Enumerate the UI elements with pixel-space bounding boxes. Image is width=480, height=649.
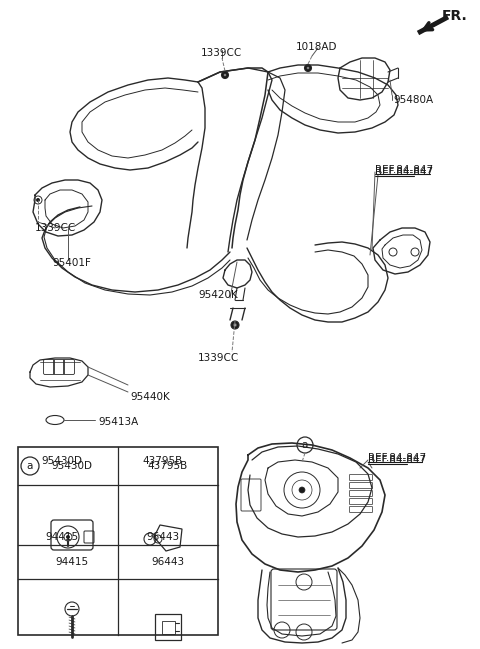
Text: 95401F: 95401F <box>53 258 91 268</box>
Text: 95440K: 95440K <box>130 392 170 402</box>
Text: 1339CC: 1339CC <box>200 48 241 58</box>
Text: 94415: 94415 <box>46 532 79 542</box>
Text: REF.84-847: REF.84-847 <box>368 455 426 465</box>
Circle shape <box>224 73 227 77</box>
Text: 43795B: 43795B <box>148 461 188 471</box>
Text: 43795B: 43795B <box>143 456 183 466</box>
Text: 96443: 96443 <box>146 532 180 542</box>
Circle shape <box>299 487 305 493</box>
Circle shape <box>307 66 310 69</box>
Text: FR.: FR. <box>442 9 468 23</box>
Text: 94415: 94415 <box>55 557 89 567</box>
Text: 95420K: 95420K <box>198 290 238 300</box>
Text: 95430D: 95430D <box>41 456 83 466</box>
Text: 1018AD: 1018AD <box>296 42 338 52</box>
Text: REF.84-847: REF.84-847 <box>375 165 433 175</box>
Circle shape <box>304 64 312 71</box>
Bar <box>18 447 218 635</box>
Circle shape <box>67 535 70 539</box>
Circle shape <box>233 323 237 327</box>
Text: 1339CC: 1339CC <box>35 223 76 233</box>
Circle shape <box>221 71 228 79</box>
Text: 95430D: 95430D <box>51 461 93 471</box>
Text: a: a <box>27 461 33 471</box>
Circle shape <box>36 199 39 201</box>
Text: 1339CC: 1339CC <box>197 353 239 363</box>
Text: 95480A: 95480A <box>393 95 433 105</box>
Text: REF.84-847: REF.84-847 <box>375 167 433 177</box>
Text: 95413A: 95413A <box>98 417 138 427</box>
Text: a: a <box>302 440 308 450</box>
Circle shape <box>231 321 239 329</box>
Text: 96443: 96443 <box>151 557 185 567</box>
Text: REF.84-847: REF.84-847 <box>368 453 426 463</box>
